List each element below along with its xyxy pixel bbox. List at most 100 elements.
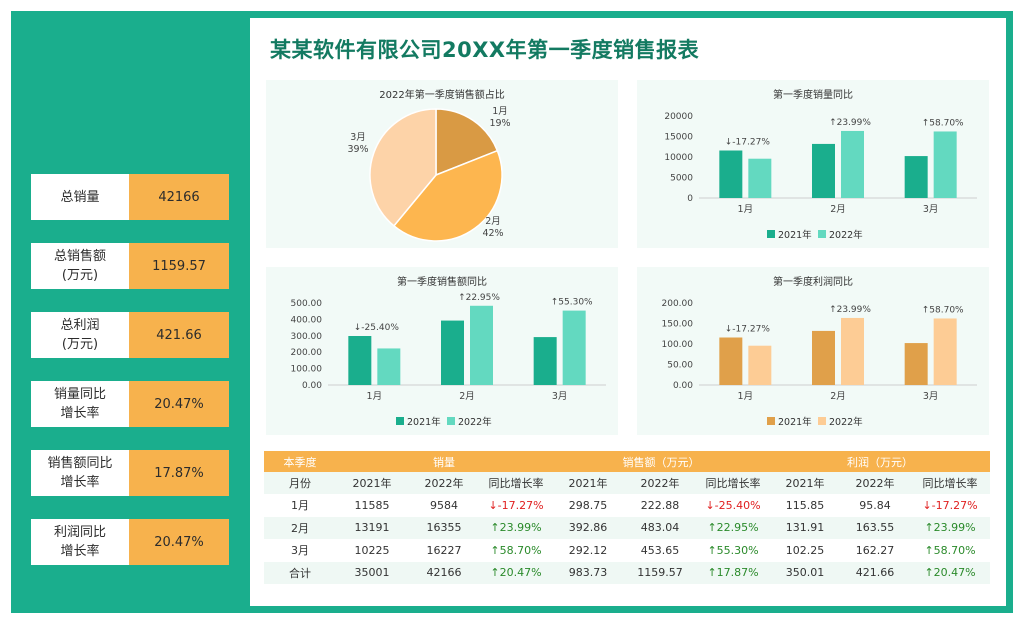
table-column-header: 月份 2021年 2022年 同比增长率 2021年 2022年 同比增长率 2021年 202…: [264, 472, 991, 494]
table-cell: ↑58.70%: [480, 539, 553, 562]
kpi-value-volume-growth: 20.47%: [129, 381, 229, 427]
column-header: 同比增长率: [480, 472, 553, 494]
pie-label: 19%: [489, 118, 510, 129]
legend-swatch-2021: [767, 417, 775, 425]
y-tick-label: 0.00: [673, 381, 693, 391]
column-header: 2021年: [552, 472, 625, 494]
column-header: 月份: [264, 472, 336, 494]
pie-slice: [435, 108, 499, 177]
y-tick-label: 400.00: [291, 315, 323, 325]
table-cell: 350.01: [770, 561, 841, 584]
table-cell: ↓-17.27%: [910, 494, 991, 517]
bar-2022: [377, 348, 401, 385]
chart-title: 第一季度利润同比: [773, 275, 853, 288]
bar-2021: [441, 320, 464, 385]
x-tick-label: 2月: [830, 204, 846, 215]
x-tick-label: 3月: [552, 391, 568, 402]
table-cell: 16355: [408, 516, 480, 539]
table-cell: 11585: [336, 494, 408, 517]
table-cell: 2月: [264, 516, 336, 539]
column-header: 同比增长率: [696, 472, 771, 494]
x-tick-label: 2月: [830, 391, 846, 402]
kpi-label-total-volume: 总销量: [31, 174, 129, 220]
y-tick-label: 200.00: [291, 348, 323, 358]
bar-2021: [719, 150, 743, 198]
group-header-quarter: 本季度: [264, 451, 336, 472]
table-row: 1月 11585 9584 ↓-17.27% 298.75 222.88 ↓-25.40% 1…: [264, 494, 991, 517]
growth-annotation: ↓-25.40%: [354, 323, 400, 333]
table-cell: 合计: [264, 561, 336, 584]
table-cell: ↑58.70%: [910, 539, 991, 562]
y-tick-label: 0.00: [302, 381, 322, 391]
legend-swatch-2022: [818, 417, 826, 425]
table-cell: 453.65: [624, 539, 697, 562]
bar-2022: [562, 310, 586, 385]
legend-swatch-2021: [767, 230, 775, 238]
table-row: 2月 13191 16355 ↑23.99% 392.86 483.04 ↑22.95% 13…: [264, 516, 991, 539]
y-tick-label: 300.00: [291, 332, 323, 342]
page-title: 某某软件有限公司20XX年第一季度销售报表: [270, 38, 700, 62]
summary-table: 本季度 销量 销售额（万元） 利润（万元） 月份 2021年 2022年 同比增长率 2…: [264, 451, 991, 584]
bar-2022: [748, 345, 772, 385]
y-tick-label: 500.00: [291, 299, 323, 309]
profit-chart-card: 第一季度利润同比 0.00 50.00 100.00 150.00 200.00 ↓-17.…: [637, 267, 989, 435]
kpi-value-revenue-growth: 17.87%: [129, 450, 229, 496]
kpi-label-total-revenue: 总销售额 (万元): [31, 243, 129, 289]
table-row: 3月 10225 16227 ↑58.70% 292.12 453.65 ↑55.30% 10…: [264, 539, 991, 562]
table-cell: ↑55.30%: [696, 539, 771, 562]
y-tick-label: 15000: [664, 133, 693, 143]
chart-title: 2022年第一季度销售额占比: [379, 88, 504, 101]
table-cell: ↑20.47%: [910, 561, 991, 584]
revenue-bar-chart: 第一季度销售额同比 0.00 100.00 200.00 300.00 400.00 500…: [291, 275, 606, 428]
bar-2022: [841, 317, 864, 385]
bar-2022: [748, 158, 772, 198]
y-tick-label: 10000: [664, 153, 693, 163]
growth-annotation: ↑23.99%: [829, 305, 871, 315]
table-cell: 42166: [408, 561, 480, 584]
growth-annotation: ↓-17.27%: [725, 325, 771, 335]
table-cell: 16227: [408, 539, 480, 562]
y-tick-label: 5000: [670, 174, 693, 184]
bar-2021: [904, 343, 928, 385]
pie-label: 42%: [482, 228, 503, 239]
table-cell: 162.27: [840, 539, 911, 562]
y-tick-label: 100.00: [662, 340, 694, 350]
pie-slice: [392, 149, 503, 242]
legend-label-2022: 2022年: [829, 229, 863, 241]
y-tick-label: 150.00: [662, 320, 694, 330]
growth-annotation: ↑22.95%: [458, 293, 500, 303]
x-tick-label: 1月: [367, 391, 383, 402]
table-cell: ↓-25.40%: [696, 494, 771, 517]
bar-2021: [719, 337, 743, 385]
table-cell: 3月: [264, 539, 336, 562]
table-cell: 483.04: [624, 516, 697, 539]
table-cell: 298.75: [552, 494, 625, 517]
x-tick-label: 1月: [738, 391, 754, 402]
y-tick-label: 20000: [664, 112, 693, 122]
kpi-value-profit-growth: 20.47%: [129, 519, 229, 565]
table-cell: ↑23.99%: [910, 516, 991, 539]
table-cell: ↓-17.27%: [480, 494, 553, 517]
table-cell: 13191: [336, 516, 408, 539]
legend-label-2022: 2022年: [458, 416, 492, 428]
table-cell: ↑23.99%: [480, 516, 553, 539]
y-tick-label: 100.00: [291, 365, 323, 375]
kpi-label-total-profit: 总利润 (万元): [31, 312, 129, 358]
volume-bar-chart: 第一季度销量同比 0 5000 10000 15000 20000 ↓-17.27% 1月 ↑2…: [664, 88, 977, 241]
kpi-label-profit-growth: 利润同比 增长率: [31, 519, 129, 565]
group-header-profit: 利润（万元）: [770, 451, 991, 472]
table-cell: 392.86: [552, 516, 625, 539]
growth-annotation: ↓-17.27%: [725, 138, 771, 148]
column-header: 2022年: [624, 472, 697, 494]
table-row: 合计 35001 42166 ↑20.47% 983.73 1159.57 ↑17.87% 3…: [264, 561, 991, 584]
table-cell: 9584: [408, 494, 480, 517]
legend-label-2021: 2021年: [778, 416, 812, 428]
table-cell: ↑22.95%: [696, 516, 771, 539]
x-tick-label: 3月: [923, 391, 939, 402]
legend-swatch-2021: [396, 417, 404, 425]
growth-annotation: ↑23.99%: [829, 118, 871, 128]
column-header: 同比增长率: [910, 472, 991, 494]
table-group-header: 本季度 销量 销售额（万元） 利润（万元）: [264, 451, 991, 472]
table-cell: 222.88: [624, 494, 697, 517]
